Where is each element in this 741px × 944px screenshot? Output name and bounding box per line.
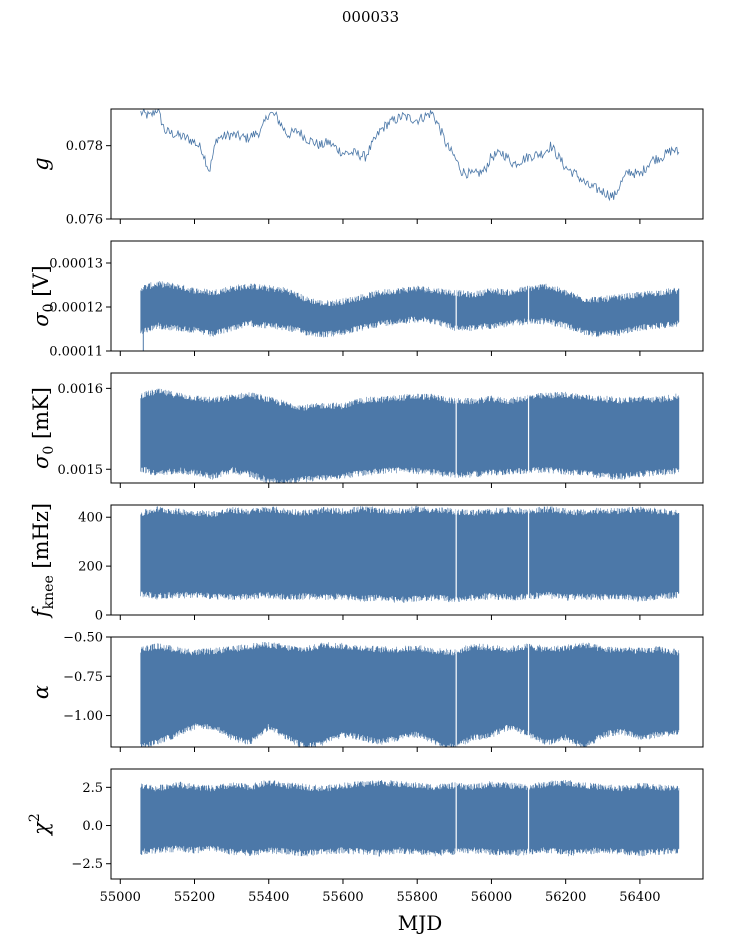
series-noise-chi2 bbox=[140, 780, 680, 857]
y-axis-label-subscript: 0 bbox=[41, 303, 57, 312]
y-tick-label: 400 bbox=[78, 511, 103, 526]
y-tick-label: 0.00013 bbox=[49, 257, 103, 272]
y-tick-label: 0.0 bbox=[82, 819, 103, 834]
y-axis-label-symbol: σ bbox=[29, 312, 53, 327]
y-axis-label-unit: [mHz] bbox=[29, 503, 53, 575]
series-noise-fknee bbox=[140, 505, 680, 603]
panel-fknee: 0 200 400 fknee [mHz] bbox=[29, 503, 704, 624]
plot-area-chi2 bbox=[140, 769, 680, 879]
y-tick-label: 2.5 bbox=[82, 781, 103, 796]
y-axis-label-symbol: α bbox=[29, 685, 53, 699]
y-axis-label-subscript: knee bbox=[41, 575, 57, 609]
panel-gain: 0.076 0.078 g bbox=[29, 108, 704, 228]
y-axis-label: g bbox=[29, 157, 53, 170]
y-tick-label: −0.75 bbox=[63, 670, 103, 685]
series-noise-sigma0_mK bbox=[140, 388, 680, 483]
panel-chi2: −2.5 0.0 2.5 χ2 bbox=[27, 768, 704, 884]
y-axis-label-subscript: 0 bbox=[41, 446, 57, 455]
plot-area-fknee bbox=[140, 505, 680, 615]
y-tick-label: 200 bbox=[78, 560, 103, 575]
axes-frame bbox=[110, 636, 704, 748]
x-tick-label: 56200 bbox=[545, 890, 586, 905]
y-tick-label: 0.00011 bbox=[49, 345, 103, 360]
plot-area-sigma0_mK bbox=[140, 373, 680, 483]
x-tick-label: 55800 bbox=[397, 890, 438, 905]
y-tick-label: 0 bbox=[95, 609, 103, 624]
axes-frame bbox=[110, 504, 704, 616]
y-axis-label: α bbox=[29, 685, 53, 699]
x-tick-label: 55200 bbox=[174, 890, 215, 905]
x-tick-label: 55400 bbox=[248, 890, 289, 905]
y-axis-label-unit: [mK] bbox=[29, 387, 53, 446]
x-tick-labels: 55000 55200 55400 55600 55800 56000 56200 56400 bbox=[100, 890, 661, 905]
series-noise-alpha bbox=[140, 642, 680, 747]
plot-area-alpha bbox=[140, 637, 680, 747]
y-axis-label: fknee [mHz] bbox=[29, 503, 57, 619]
x-tick-label: 56000 bbox=[471, 890, 512, 905]
series-line-gain bbox=[140, 109, 680, 202]
y-axis-label-symbol: g bbox=[29, 157, 53, 170]
x-tick-label: 56400 bbox=[619, 890, 660, 905]
y-tick-label: −0.50 bbox=[63, 631, 103, 646]
y-tick-label: −1.00 bbox=[63, 709, 103, 724]
y-tick-label: 0.078 bbox=[66, 139, 103, 154]
y-axis-label: χ2 bbox=[27, 813, 53, 837]
y-tick-label: 0.0015 bbox=[58, 463, 104, 478]
x-tick-label: 55600 bbox=[322, 890, 363, 905]
y-tick-label: −2.5 bbox=[71, 857, 103, 872]
axes-frame bbox=[110, 768, 704, 880]
y-axis-label-symbol: f bbox=[29, 606, 53, 619]
plot-area-sigma0_volts bbox=[140, 241, 680, 351]
axes-frame bbox=[110, 372, 704, 484]
plot-area-gain bbox=[140, 109, 680, 202]
y-axis-label-superscript: 2 bbox=[27, 813, 43, 822]
figure-title: 000033 bbox=[341, 8, 400, 26]
y-axis-label: σ0 [mK] bbox=[29, 387, 57, 469]
y-tick-label: 0.076 bbox=[66, 213, 103, 228]
y-axis-label-symbol: σ bbox=[29, 454, 53, 469]
series-noise-sigma0_volts bbox=[140, 281, 680, 338]
axes-frame bbox=[110, 108, 704, 220]
x-tick-label: 55000 bbox=[100, 890, 141, 905]
panel-alpha: −1.00 −0.75 −0.50 α bbox=[29, 631, 704, 752]
y-tick-label: 0.00012 bbox=[49, 301, 103, 316]
y-axis-label-unit: [V] bbox=[29, 265, 53, 303]
x-axis-label: MJD bbox=[398, 911, 443, 935]
y-tick-label: 0.0016 bbox=[58, 382, 104, 397]
y-axis-label: σ0 [V] bbox=[29, 265, 57, 327]
y-axis-label-symbol: χ bbox=[29, 821, 53, 837]
axes-frame bbox=[110, 240, 704, 352]
